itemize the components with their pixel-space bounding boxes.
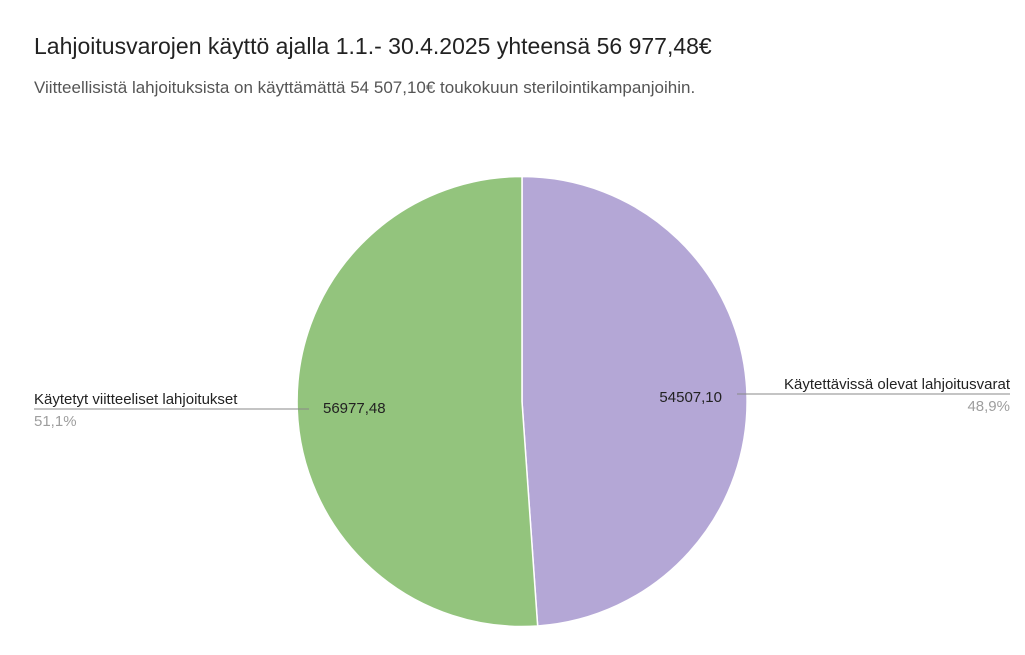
slice-value-label-2: 56977,48 — [323, 400, 386, 417]
slice-name-label-2: Käytetyt viitteeliset lahjoitukset — [34, 391, 238, 408]
chart-title: Lahjoitusvarojen käyttö ajalla 1.1.- 30.… — [34, 33, 712, 59]
chart-subtitle: Viitteellisistä lahjoituksista on käyttä… — [34, 78, 696, 97]
slice-percent-label-2: 51,1% — [34, 413, 77, 430]
slice-name-label-1: Käytettävissä olevat lahjoitusvarat — [784, 376, 1011, 393]
slice-percent-label-1: 48,9% — [967, 398, 1010, 415]
slice-value-label-1: 54507,10 — [659, 389, 722, 406]
